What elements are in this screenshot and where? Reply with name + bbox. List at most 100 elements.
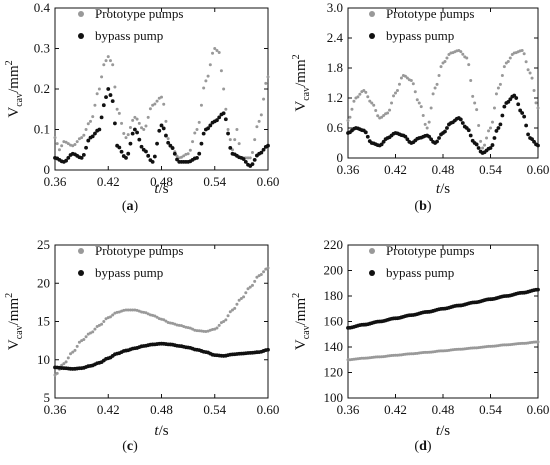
data-point [492,106,496,110]
data-point [257,274,261,278]
data-point [262,270,266,274]
data-point [224,107,228,111]
chart-d: 100 120 140 160 180 200 220 0.36 0.42 0.48 0.54 0.6… [291,237,549,454]
data-point [108,315,112,319]
x-tick-label: 0.54 [203,402,226,417]
data-point [524,60,528,64]
x-tick-label: 0.54 [479,402,502,417]
data-point [445,56,449,60]
data-point [102,63,106,67]
data-point [350,107,354,111]
data-point [467,63,471,67]
data-point [215,49,219,53]
data-point [498,82,502,86]
data-point [191,327,195,331]
data-point [246,287,250,291]
y-tick-label: 0 [44,162,51,177]
data-point [97,87,101,91]
y-tick-label: 1.8 [327,60,343,75]
data-point [502,65,506,69]
data-point [379,142,384,147]
data-point [60,363,64,367]
data-point [172,151,177,156]
data-point [162,318,166,322]
y-tick-label: 0.6 [327,120,344,135]
data-point [130,131,135,136]
panel-label: (a) [122,199,139,214]
data-point [492,136,497,140]
data-point [133,308,137,312]
data-point [237,298,241,302]
data-point [93,131,97,136]
data-point [202,329,206,333]
data-point [233,138,237,142]
data-point [55,142,59,146]
data-point [362,89,366,92]
data-point [208,63,212,67]
data-point [117,111,121,115]
data-point [429,137,434,142]
data-point [104,59,108,63]
data-point [106,87,111,91]
data-point [75,140,79,144]
y-axis-unit: /mm [6,298,22,326]
data-point [153,102,157,106]
data-point [536,287,540,292]
data-point [253,138,257,142]
data-point [243,160,248,164]
data-point [139,144,144,149]
data-point [124,136,128,140]
data-point [264,267,268,271]
y-tick-label: 20 [37,275,50,290]
data-point [526,132,530,137]
data-point [131,308,135,312]
data-point [459,50,463,54]
y-axis-unit: /mm [293,59,309,87]
data-point [160,95,163,99]
data-point [228,138,232,142]
data-point [465,56,469,60]
legend-marker [78,270,84,276]
data-point [77,137,81,141]
data-point [433,86,437,90]
data-point [69,352,73,356]
x-tick-label: 0.48 [432,162,455,177]
y-tick-label: 140 [324,339,344,354]
data-point [122,131,126,135]
data-point [201,131,206,136]
x-tick-label: 0.60 [257,174,280,189]
data-point [235,128,239,131]
data-point [104,317,108,321]
data-point [226,128,230,131]
data-point [213,47,217,50]
data-point [226,314,230,318]
data-point [223,117,228,122]
data-point [417,101,421,105]
data-point [259,272,263,276]
data-point [71,144,75,148]
data-point [101,103,106,108]
x-tick-label: 0.54 [479,162,502,177]
data-point [437,74,441,77]
data-point [64,140,68,144]
data-point [197,120,201,124]
legend-label: bypass pump [95,28,163,43]
data-point [97,127,102,132]
data-point [500,74,504,77]
data-point [461,52,465,56]
data-point [142,310,146,314]
data-point [95,92,99,96]
data-point [528,71,532,75]
data-point [113,121,117,126]
data-point [405,137,410,142]
legend-marker [78,248,84,254]
data-point [146,312,150,316]
y-tick-label: 5 [44,390,51,405]
data-point [182,154,186,158]
data-point [166,140,171,145]
y-tick-label: 180 [324,288,344,303]
data-point [494,92,498,96]
data-point [466,128,471,133]
data-point [445,126,449,130]
data-point [133,115,137,119]
